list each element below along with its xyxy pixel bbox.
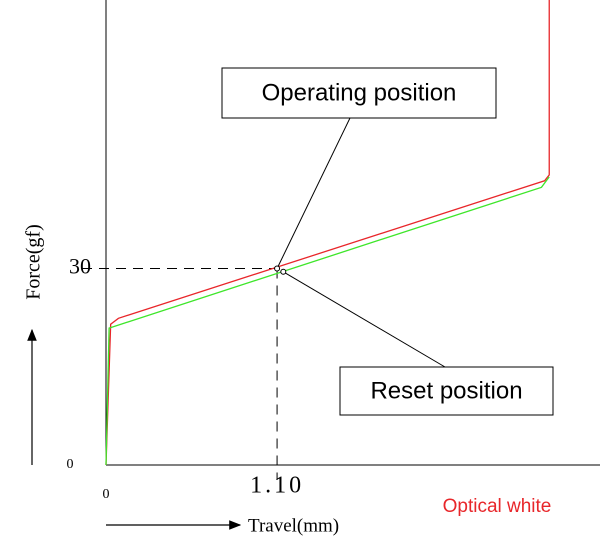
- leader-line: [283, 271, 446, 368]
- y-tick-label: 30: [69, 254, 91, 279]
- annotation-text: Reset position: [370, 377, 522, 404]
- series-line: [105, 176, 550, 466]
- point-marker: [280, 268, 287, 275]
- annotation-box: [339, 366, 554, 416]
- annotation-text: Operating position: [262, 79, 457, 106]
- x-tick-label: 1.10: [250, 473, 304, 499]
- point-marker: [274, 265, 281, 272]
- x-axis-label: Travel(mm): [248, 515, 339, 536]
- note: Optical white: [443, 496, 552, 517]
- y-tick-label: 0: [67, 457, 74, 472]
- series-line: [105, 0, 550, 466]
- y-axis-label: Force(gf): [23, 224, 45, 300]
- annotation-box: [221, 67, 497, 119]
- leader-line: [276, 117, 351, 269]
- x-tick-label: 0: [103, 487, 110, 502]
